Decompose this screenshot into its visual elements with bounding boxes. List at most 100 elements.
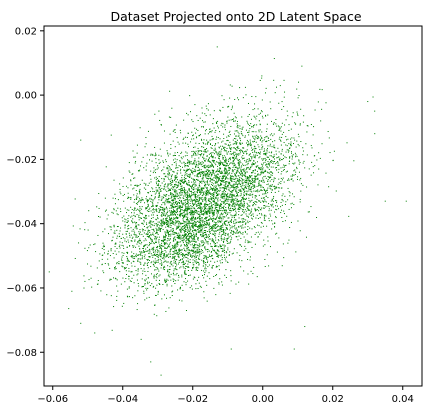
data-point [302, 154, 303, 155]
data-point [204, 297, 205, 298]
data-point [212, 145, 213, 146]
data-point [222, 173, 223, 174]
data-point [173, 224, 174, 225]
data-point [180, 192, 181, 193]
data-point [227, 174, 228, 175]
data-point [187, 238, 188, 239]
data-point [248, 209, 249, 210]
data-point [220, 161, 221, 162]
data-point [227, 199, 228, 200]
data-point [254, 108, 255, 109]
data-point [170, 227, 171, 228]
data-point [230, 270, 231, 271]
data-point [149, 260, 150, 261]
data-point [190, 244, 191, 245]
data-point [273, 80, 274, 81]
data-point [159, 181, 160, 182]
data-point [214, 186, 215, 187]
data-point [213, 215, 214, 216]
data-point [227, 172, 228, 173]
data-point [158, 197, 159, 198]
data-point [87, 250, 88, 251]
data-point [163, 229, 164, 230]
data-point [210, 218, 211, 219]
data-point [190, 201, 191, 202]
data-point [84, 229, 85, 230]
data-point [180, 161, 181, 162]
data-point [270, 134, 271, 135]
data-point [83, 275, 84, 276]
data-point [146, 170, 147, 171]
data-point [139, 200, 140, 201]
data-point [201, 146, 202, 147]
data-point [203, 139, 204, 140]
data-point [281, 210, 282, 211]
data-point [216, 207, 217, 208]
data-point [291, 143, 292, 144]
data-point [256, 175, 257, 176]
data-point [176, 206, 177, 207]
data-point [224, 176, 225, 177]
data-point [193, 279, 194, 280]
data-point [226, 210, 227, 211]
data-point [242, 198, 243, 199]
data-point [156, 229, 157, 230]
data-point [162, 246, 163, 247]
data-point [233, 165, 234, 166]
data-point [201, 164, 202, 165]
data-point [192, 173, 193, 174]
data-point [215, 178, 216, 179]
data-point [155, 236, 156, 237]
data-point [251, 200, 252, 201]
data-point [275, 200, 276, 201]
data-point [220, 197, 221, 198]
data-point [204, 242, 205, 243]
data-point [195, 219, 196, 220]
data-point [202, 120, 203, 121]
data-point [157, 294, 158, 295]
data-point [154, 171, 155, 172]
data-point [226, 176, 227, 177]
data-point [159, 195, 160, 196]
data-point [215, 149, 216, 150]
data-point [205, 255, 206, 256]
data-point [137, 193, 138, 194]
data-point [169, 172, 170, 173]
data-point [242, 224, 243, 225]
data-point [197, 226, 198, 227]
data-point [216, 195, 217, 196]
data-point [263, 226, 264, 227]
data-point [222, 239, 223, 240]
data-point [180, 223, 181, 224]
data-point [254, 203, 255, 204]
data-point [242, 234, 243, 235]
data-point [262, 117, 263, 118]
data-point [255, 227, 256, 228]
data-point [186, 244, 187, 245]
data-point [180, 170, 181, 171]
data-point [248, 124, 249, 125]
data-point [197, 200, 198, 201]
data-point [287, 171, 288, 172]
data-point [222, 155, 223, 156]
data-point [218, 217, 219, 218]
data-point [255, 137, 256, 138]
data-point [209, 224, 210, 225]
data-point [195, 181, 196, 182]
data-point [131, 266, 132, 267]
data-point [159, 251, 160, 252]
data-point [269, 208, 270, 209]
data-point [249, 177, 250, 178]
data-point [219, 167, 220, 168]
data-point [267, 236, 268, 237]
data-point [137, 273, 138, 274]
data-point [207, 187, 208, 188]
data-point [177, 238, 178, 239]
data-point [242, 174, 243, 175]
data-point [197, 130, 198, 131]
data-point [195, 193, 196, 194]
data-point [198, 163, 199, 164]
data-point [226, 257, 227, 258]
data-point [124, 194, 125, 195]
data-point [288, 188, 289, 189]
